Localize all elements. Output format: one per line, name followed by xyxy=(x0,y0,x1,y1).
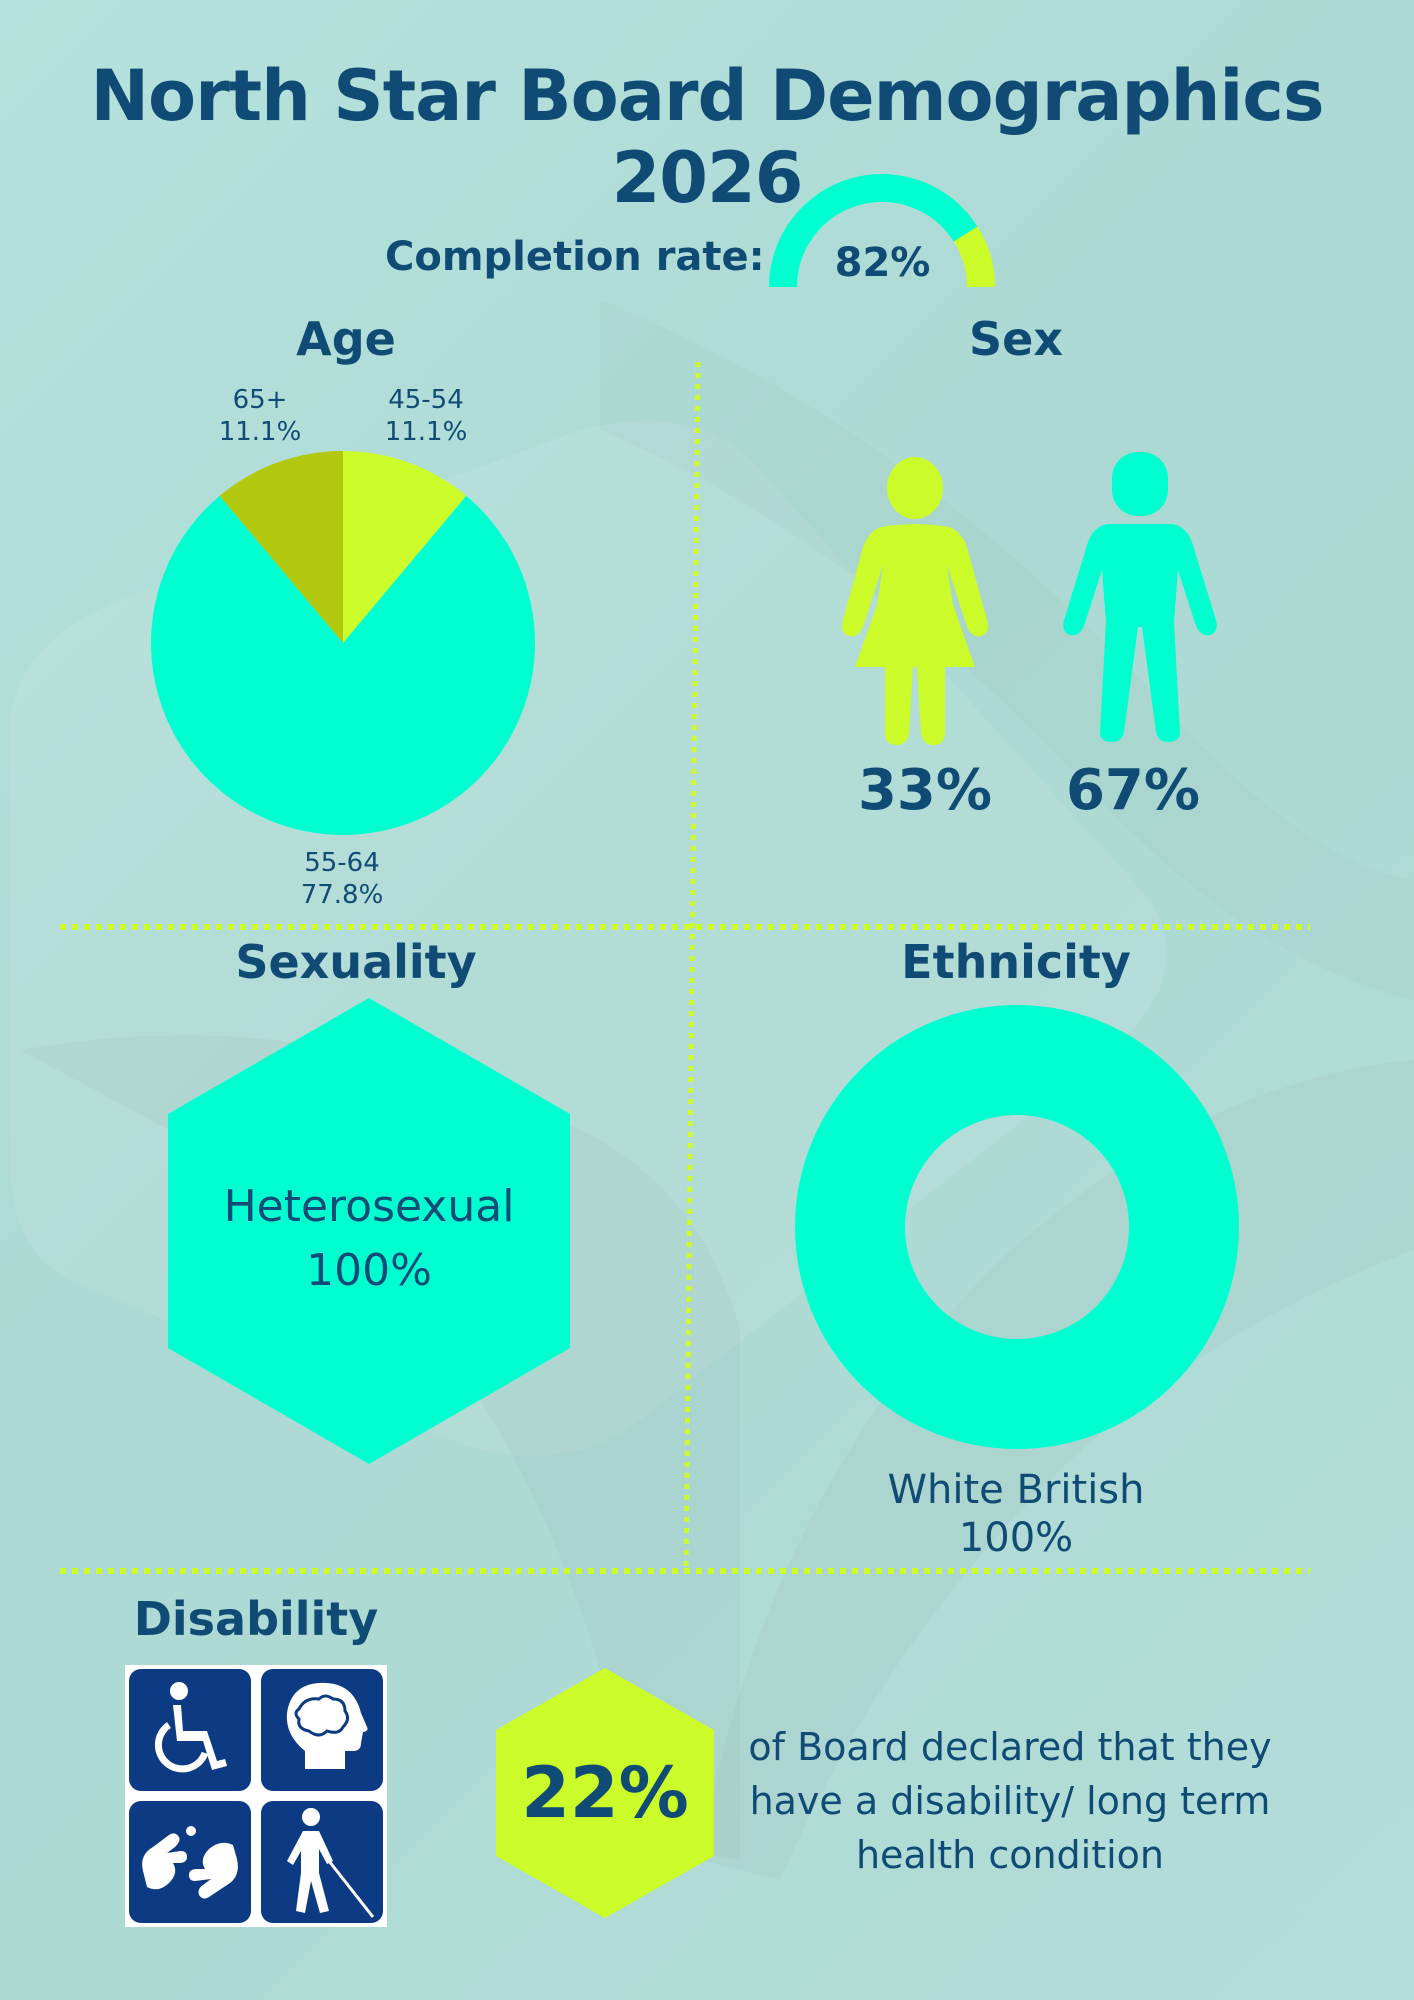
age-label-55-64: 55-64 77.8% xyxy=(282,847,402,911)
age-label-65plus-category: 65+ xyxy=(232,385,288,415)
disability-description: of Board declared that they have a disab… xyxy=(748,1725,1272,1877)
age-slice-65plus xyxy=(219,451,343,643)
age-label-55-64-percent: 77.8% xyxy=(300,880,384,910)
male-figure-icon xyxy=(1063,452,1217,742)
age-label-45-54-percent: 11.1% xyxy=(384,417,468,447)
age-label-45-54-category: 45-54 xyxy=(388,385,464,415)
age-label-65plus: 65+ 11.1% xyxy=(200,384,320,448)
ethnicity-label: White British 100% xyxy=(816,1466,1216,1562)
age-label-55-64-category: 55-64 xyxy=(304,848,380,878)
sexuality-percent: 100% xyxy=(306,1245,432,1296)
page-title: North Star Board Demographics 2026 xyxy=(90,55,1324,219)
blind-cane-icon xyxy=(261,1801,383,1923)
ethnicity-percent: 100% xyxy=(958,1515,1074,1561)
gauge-completed-arc xyxy=(769,174,978,288)
sexuality-hexagon xyxy=(168,998,570,1464)
completion-value: 82% xyxy=(834,240,931,286)
sex-section-title: Sex xyxy=(969,312,1063,366)
sexuality-category: Heterosexual xyxy=(223,1181,515,1232)
age-section-title: Age xyxy=(296,312,396,366)
disability-section-title: Disability xyxy=(133,1592,379,1646)
gauge-remaining-arc xyxy=(953,226,995,288)
ethnicity-slice-white-british xyxy=(795,1005,1239,1449)
head-profile-icon xyxy=(261,1669,383,1791)
age-label-65plus-percent: 11.1% xyxy=(218,417,302,447)
completion-label: Completion rate: xyxy=(385,234,765,280)
female-figure-icon xyxy=(841,457,989,745)
disability-icon-grid xyxy=(125,1665,387,1927)
disability-percent: 22% xyxy=(521,1752,689,1834)
disability-hexagon xyxy=(496,1668,714,1918)
sexuality-section-title: Sexuality xyxy=(235,935,477,989)
completion-gauge xyxy=(769,174,995,288)
ethnicity-category: White British xyxy=(887,1467,1145,1513)
sexuality-label: Heterosexual 100% xyxy=(188,1175,550,1303)
female-percent: 33% xyxy=(857,758,993,823)
wheelchair-icon xyxy=(129,1669,251,1791)
ethnicity-donut-chart xyxy=(795,1005,1239,1449)
ethnicity-section-title: Ethnicity xyxy=(901,935,1131,989)
male-percent: 67% xyxy=(1065,758,1201,823)
age-slice-55-64 xyxy=(151,495,535,835)
age-slice-45-54 xyxy=(343,451,467,643)
age-pie-chart xyxy=(151,451,535,835)
age-label-45-54: 45-54 11.1% xyxy=(366,384,486,448)
sign-language-icon xyxy=(129,1801,251,1923)
